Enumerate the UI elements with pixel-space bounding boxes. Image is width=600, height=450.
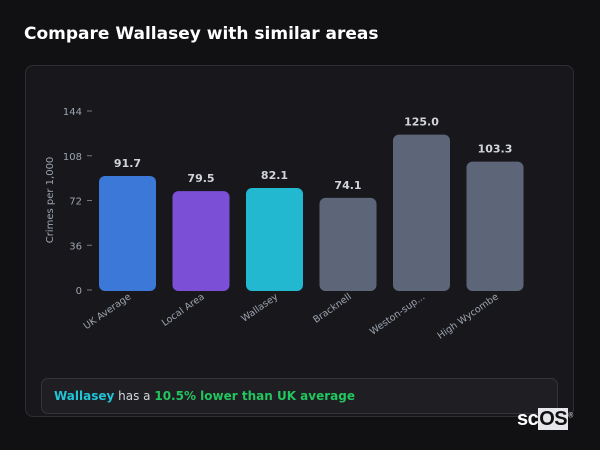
x-tick-label: High Wycombe (436, 291, 501, 341)
data-label: 91.7 (114, 157, 141, 170)
page-title: Compare Wallasey with similar areas (24, 24, 379, 44)
x-tick-label: Weston-sup... (368, 291, 427, 337)
data-label: 103.3 (478, 143, 513, 156)
data-label: 79.5 (187, 172, 214, 185)
scos-logo: scOS® (517, 408, 573, 430)
x-tick-label: Wallasey (239, 291, 280, 324)
y-tick-label: 72 (69, 197, 82, 208)
y-tick-label: 36 (69, 241, 82, 252)
summary-difference: 10.5% lower than UK average (154, 389, 355, 403)
bar[interactable] (172, 191, 230, 291)
x-tick-label: Local Area (160, 291, 207, 328)
summary-text: has a (114, 389, 155, 403)
y-axis-label: Crimes per 1,000 (45, 157, 56, 244)
bar[interactable] (319, 197, 377, 291)
y-tick-label: 108 (63, 152, 82, 163)
data-label: 125.0 (404, 116, 439, 129)
data-label: 82.1 (261, 169, 288, 182)
y-tick-label: 0 (76, 286, 82, 297)
bar[interactable] (246, 187, 303, 291)
data-label: 74.1 (334, 179, 361, 192)
x-tick-label: UK Average (82, 291, 134, 332)
x-tick-label: Bracknell (311, 291, 353, 325)
bar[interactable] (393, 134, 450, 291)
bar[interactable] (466, 161, 524, 291)
comparison-summary: Wallasey has a 10.5% lower than UK avera… (41, 378, 558, 414)
y-tick-label: 144 (63, 107, 82, 118)
bar[interactable] (99, 176, 156, 291)
summary-area: Wallasey (54, 389, 115, 403)
